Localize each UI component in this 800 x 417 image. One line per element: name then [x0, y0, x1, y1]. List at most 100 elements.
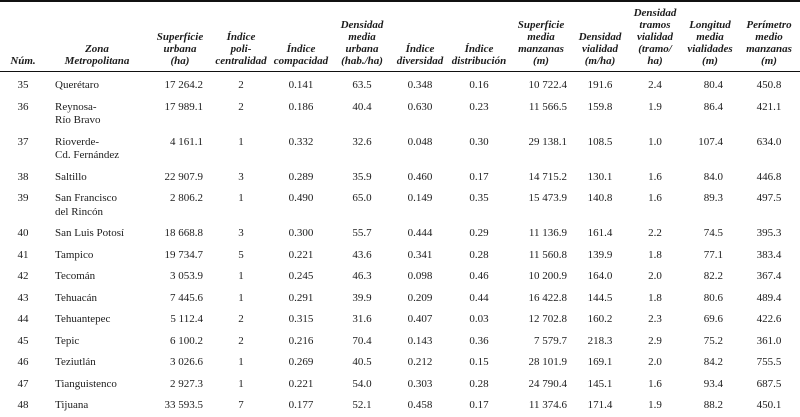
cell-densidad-tramos-vialidad: 1.8 [648, 291, 662, 304]
table-row: 35 Querétaro 17 264.2 2 0.141 63.5 0.348… [0, 72, 800, 97]
cell-indice-policentralidad: 7 [238, 399, 244, 411]
table-row: 42 Tecomán 3 053.9 1 0.245 46.3 0.098 0.… [0, 266, 800, 288]
cell-longitud-media-vialidades: 84.0 [703, 170, 723, 183]
cell-indice-distribucion: 0.29 [469, 227, 489, 239]
cell-indice-compacidad: 0.315 [288, 313, 314, 325]
cell-longitud-media-vialidades: 93.4 [703, 377, 723, 390]
cell-densidad-vialidad: 159.8 [587, 100, 613, 113]
cell-densidad-tramos-vialidad: 2.0 [648, 356, 662, 368]
cell-superficie-media-manzanas: 11 136.9 [528, 227, 567, 239]
cell-densidad-tramos-vialidad: 1.6 [648, 170, 662, 183]
cell-perimetro-medio-manzanas: 755.5 [756, 356, 782, 368]
cell-densidad-vialidad: 171.4 [587, 399, 613, 411]
cell-superficie-media-manzanas: 16 422.8 [528, 291, 568, 304]
cell-superficie-urbana: 3 026.6 [170, 356, 203, 368]
cell-indice-compacidad: 0.289 [288, 170, 314, 183]
cell-indice-distribucion: 0.44 [469, 291, 489, 304]
cell-zona-metropolitana: Querétaro [55, 79, 99, 91]
cell-indice-diversidad: 0.209 [407, 291, 433, 304]
cell-densidad-vialidad: 130.1 [587, 170, 613, 183]
cell-densidad-vialidad: 161.4 [587, 227, 613, 239]
cell-densidad-media-urbana: 65.0 [352, 192, 372, 204]
cell-densidad-media-urbana: 40.5 [352, 356, 372, 368]
cell-superficie-urbana: 2 927.3 [170, 377, 203, 390]
cell-superficie-media-manzanas: 12 702.8 [528, 313, 568, 325]
cell-indice-distribucion: 0.36 [469, 334, 489, 347]
cell-densidad-tramos-vialidad: 2.0 [648, 270, 662, 282]
cell-densidad-vialidad: 218.3 [587, 334, 613, 347]
cell-indice-compacidad: 0.490 [288, 192, 314, 204]
cell-zona-metropolitana: Tianguistenco [55, 377, 117, 390]
col-header-indice-diversidad: Índice diversidad [392, 1, 448, 72]
table-row: 39 San Francisco del Rincón 2 806.2 1 0.… [0, 188, 800, 223]
cell-superficie-media-manzanas: 7 579.7 [534, 334, 567, 347]
cell-longitud-media-vialidades: 89.3 [703, 192, 723, 204]
cell-zona-metropolitana: San Francisco del Rincón [55, 192, 118, 218]
cell-indice-policentralidad: 3 [238, 227, 244, 239]
cell-num: 36 [17, 100, 29, 113]
cell-num: 47 [17, 377, 29, 390]
cell-zona-metropolitana: Teziutlán [55, 356, 96, 368]
cell-indice-diversidad: 0.458 [407, 399, 433, 411]
cell-superficie-media-manzanas: 14 715.2 [528, 170, 568, 183]
cell-indice-policentralidad: 1 [238, 356, 244, 368]
cell-zona-metropolitana: Tecomán [55, 270, 96, 282]
table-row: 41 Tampico 19 734.7 5 0.221 43.6 0.341 0… [0, 245, 800, 267]
col-header-num: Núm. [0, 1, 46, 72]
cell-indice-policentralidad: 1 [238, 291, 244, 304]
cell-densidad-tramos-vialidad: 1.6 [648, 377, 662, 390]
cell-superficie-urbana: 5 112.4 [170, 313, 203, 325]
cell-indice-compacidad: 0.216 [288, 334, 314, 347]
cell-superficie-urbana: 17 264.2 [164, 79, 204, 91]
cell-perimetro-medio-manzanas: 421.1 [756, 100, 782, 113]
cell-densidad-media-urbana: 54.0 [352, 377, 372, 390]
cell-indice-diversidad: 0.460 [407, 170, 433, 183]
cell-densidad-media-urbana: 40.4 [352, 100, 372, 113]
col-header-longitud-media-vialidades: Longitud media vialidades (m) [682, 1, 738, 72]
cell-zona-metropolitana: Tampico [55, 248, 94, 261]
cell-densidad-media-urbana: 43.6 [352, 248, 372, 261]
table-header: Núm. Zona Metropolitana Superficie urban… [0, 1, 800, 72]
cell-superficie-urbana: 19 734.7 [164, 248, 204, 261]
cell-zona-metropolitana: Tijuana [55, 399, 89, 411]
cell-densidad-vialidad: 145.1 [587, 377, 613, 390]
table-row: 37 Rioverde- Cd. Fernández 4 161.1 1 0.3… [0, 132, 800, 167]
cell-zona-metropolitana: San Luis Potosí [55, 227, 125, 239]
cell-indice-compacidad: 0.177 [288, 399, 314, 411]
cell-superficie-media-manzanas: 11 560.8 [528, 248, 567, 261]
cell-num: 42 [17, 270, 29, 282]
cell-indice-compacidad: 0.141 [288, 79, 314, 91]
cell-densidad-tramos-vialidad: 2.9 [648, 334, 662, 347]
cell-indice-policentralidad: 2 [238, 100, 244, 113]
cell-longitud-media-vialidades: 80.6 [703, 291, 723, 304]
cell-indice-diversidad: 0.143 [407, 334, 433, 347]
cell-longitud-media-vialidades: 107.4 [698, 135, 723, 148]
cell-indice-diversidad: 0.341 [407, 248, 433, 261]
col-header-superficie-media-manzanas: Superficie media manzanas (m) [510, 1, 572, 72]
cell-superficie-media-manzanas: 10 200.9 [528, 270, 568, 282]
cell-longitud-media-vialidades: 88.2 [703, 399, 723, 411]
cell-indice-distribucion: 0.03 [469, 313, 489, 325]
cell-densidad-vialidad: 160.2 [587, 313, 613, 325]
cell-densidad-media-urbana: 46.3 [352, 270, 372, 282]
cell-densidad-media-urbana: 31.6 [352, 313, 372, 325]
cell-superficie-media-manzanas: 29 138.1 [528, 135, 568, 148]
cell-num: 40 [17, 227, 29, 239]
col-header-indice-compacidad: Índice compacidad [270, 1, 332, 72]
cell-indice-distribucion: 0.23 [469, 100, 489, 113]
cell-superficie-urbana: 18 668.8 [164, 227, 204, 239]
table-row: 38 Saltillo 22 907.9 3 0.289 35.9 0.460 … [0, 167, 800, 189]
cell-indice-policentralidad: 5 [238, 248, 244, 261]
cell-superficie-media-manzanas: 11 374.6 [528, 399, 567, 411]
cell-superficie-media-manzanas: 11 566.5 [528, 100, 567, 113]
cell-densidad-media-urbana: 55.7 [352, 227, 372, 239]
col-header-densidad-tramos-vialidad: Densidad tramos vialidad (tramo/ ha) [628, 1, 682, 72]
cell-longitud-media-vialidades: 77.1 [703, 248, 723, 261]
cell-densidad-vialidad: 108.5 [587, 135, 613, 148]
cell-superficie-media-manzanas: 10 722.4 [528, 79, 568, 91]
table-row: 36 Reynosa- Río Bravo 17 989.1 2 0.186 4… [0, 97, 800, 132]
cell-superficie-urbana: 4 161.1 [170, 135, 203, 148]
cell-densidad-vialidad: 140.8 [587, 192, 613, 204]
cell-longitud-media-vialidades: 82.2 [703, 270, 723, 282]
